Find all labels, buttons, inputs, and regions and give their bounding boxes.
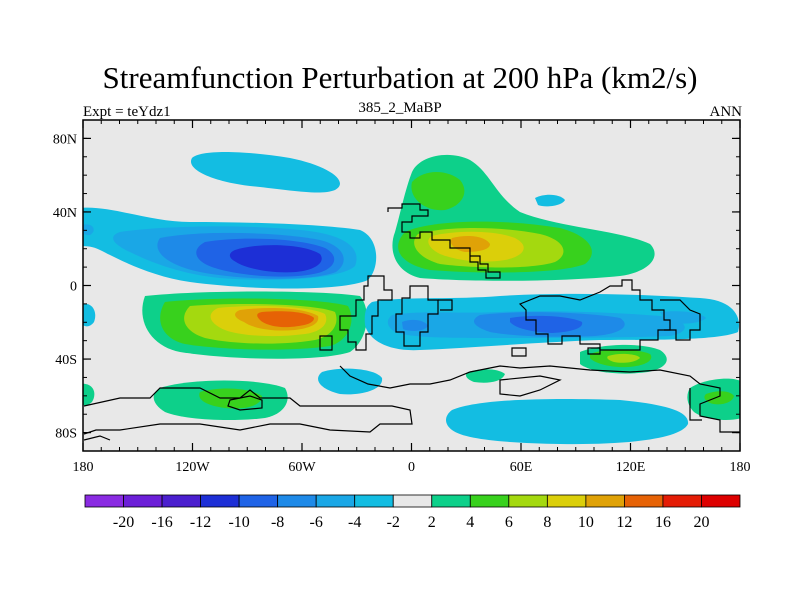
- case-label: 385_2_MaBP: [358, 100, 442, 116]
- color-level-label: 2: [428, 514, 436, 531]
- experiment-label: Expt = teYdz1: [83, 104, 171, 120]
- color-swatch-1: [123, 494, 163, 508]
- season-label: ANN: [709, 104, 743, 120]
- contour-south-africa-4: [466, 369, 505, 383]
- y-axis: 80N 40N 0 40S 80S: [53, 119, 740, 452]
- cyclone-indian-ocean: [364, 293, 740, 351]
- color-level-label: 8: [543, 514, 551, 531]
- anticyclone-south-atlantic: [142, 291, 367, 359]
- x-tick-label: 60W: [288, 460, 316, 475]
- x-tick-label: 60E: [510, 460, 533, 475]
- y-tick-label: 80N: [53, 132, 77, 147]
- color-level-label: 20: [693, 514, 709, 531]
- color-swatch-0: [84, 494, 124, 508]
- color-level-label: -12: [190, 514, 211, 531]
- anticyclone-south-indian-ocean: [580, 344, 667, 374]
- color-level-label: 6: [505, 514, 513, 531]
- anticyclone-eurasia-africa: [392, 154, 655, 281]
- x-tick-label: 180: [730, 460, 751, 475]
- color-swatch-16: [701, 494, 741, 508]
- color-swatch-4: [238, 494, 279, 508]
- color-swatch-12: [546, 494, 587, 508]
- x-tick-label: 120W: [175, 460, 210, 475]
- cyclone-north-atlantic: [83, 207, 377, 289]
- color-swatch-9: [431, 494, 471, 508]
- contour-fill-layer: [83, 152, 740, 445]
- color-swatch-15: [662, 494, 702, 508]
- contour-south-atlantic-2: [318, 368, 383, 395]
- y-tick-label: 0: [70, 280, 77, 295]
- chart-title: Streamfunction Perturbation at 200 hPa (…: [102, 60, 698, 95]
- coastline-layer: [83, 203, 740, 441]
- color-level-label: -8: [271, 514, 284, 531]
- color-swatch-10: [469, 494, 510, 508]
- color-level-label: -20: [113, 514, 134, 531]
- contour-north-pacific-2: [190, 152, 340, 193]
- color-level-label: 10: [578, 514, 594, 531]
- color-level-label: -4: [348, 514, 361, 531]
- x-tick-label: 180: [73, 460, 94, 475]
- color-swatch-13: [585, 494, 625, 508]
- y-tick-label: 40S: [55, 353, 77, 368]
- color-level-label: -16: [151, 514, 172, 531]
- color-swatch-6: [315, 494, 356, 508]
- color-swatch-7: [354, 494, 394, 508]
- y-tick-label: 40N: [53, 206, 77, 221]
- y-tick-label: 80S: [55, 427, 77, 442]
- color-legend: -20 -16 -12 -10 -8 -6 -4 -2 2 4 6 8 10 12 16 20: [84, 494, 741, 531]
- x-axis: 180 120W 60W 0 60E 120E 180: [73, 120, 751, 475]
- color-swatch-14: [624, 494, 664, 508]
- contour-west-edge-4: [83, 303, 96, 327]
- color-level-label: -2: [387, 514, 400, 531]
- color-level-label: -6: [310, 514, 323, 531]
- color-level-label: -10: [228, 514, 249, 531]
- contour-west-asia-2: [535, 194, 565, 207]
- x-tick-label: 120E: [616, 460, 646, 475]
- color-swatch-8: [392, 494, 433, 508]
- x-tick-label: 0: [408, 460, 415, 475]
- cyclone-southern-ocean: [446, 399, 689, 445]
- color-swatch-5: [277, 494, 317, 508]
- color-swatch-2: [161, 494, 201, 508]
- color-swatch-11: [508, 494, 548, 508]
- color-level-label: 12: [616, 514, 632, 531]
- color-level-label: 4: [466, 514, 474, 531]
- color-level-label: 16: [655, 514, 671, 531]
- color-swatch-3: [200, 494, 240, 508]
